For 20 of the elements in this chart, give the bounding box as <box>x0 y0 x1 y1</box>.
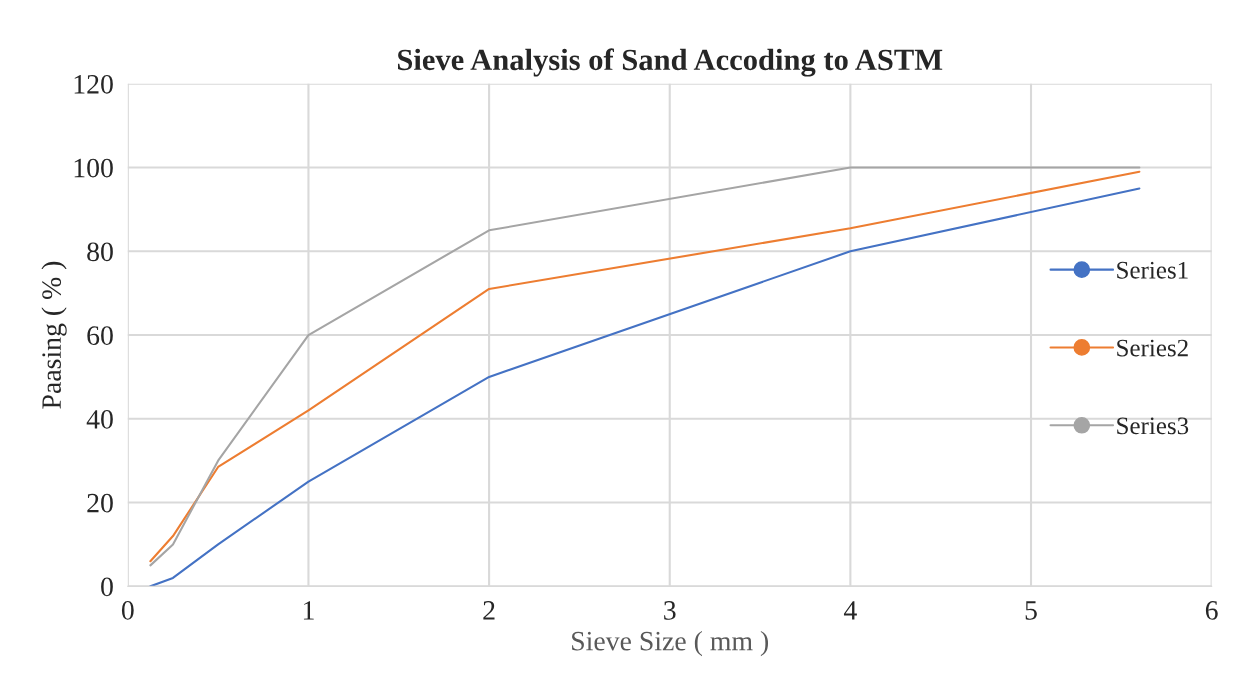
y-tick-label: 60 <box>87 326 113 345</box>
chart-title: Sieve Analysis of Sand Accoding to ASTM <box>398 48 943 77</box>
x-axis-title: Sieve Size ( mm ) <box>572 630 769 657</box>
y-tick-label: 80 <box>87 242 113 262</box>
x-tick-label: 6 <box>1205 601 1218 620</box>
x-tick-label: 1 <box>303 601 314 620</box>
y-tick-label: 0 <box>101 577 113 597</box>
legend-label: Series3 <box>1117 417 1189 435</box>
x-tick-label: 2 <box>483 601 495 620</box>
legend-label: Series2 <box>1117 339 1188 357</box>
y-tick-label: 120 <box>74 74 113 94</box>
x-tick-label: 3 <box>664 601 676 620</box>
y-tick-label: 40 <box>86 409 113 429</box>
x-tick-label: 0 <box>121 601 134 620</box>
y-tick-label: 100 <box>74 158 113 178</box>
x-tick-label: 5 <box>1025 601 1037 620</box>
x-tick-label: 4 <box>843 601 857 620</box>
y-tick-label: 20 <box>87 493 113 513</box>
y-axis-title: Paasing ( % ) <box>41 261 67 409</box>
legend-label: Series1 <box>1117 261 1188 279</box>
